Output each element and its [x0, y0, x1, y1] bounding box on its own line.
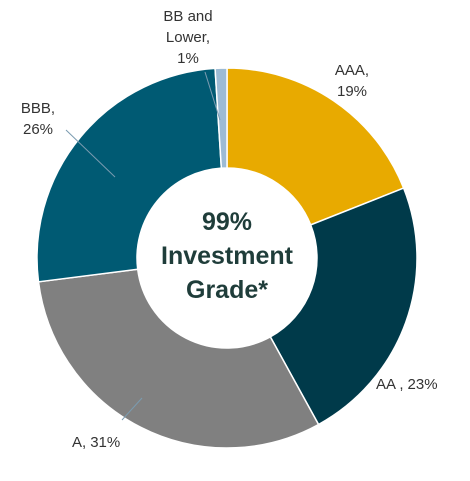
category-label: AAA, [334, 62, 370, 79]
category-label: BBB, [20, 100, 56, 117]
category-label: A, [72, 434, 87, 451]
data-label: BBB, 26% [2, 98, 74, 140]
leader-line [204, 71, 221, 121]
center-label: 99% Investment Grade* [161, 208, 293, 304]
data-label: AA , 23% [376, 374, 470, 395]
value-label: 31% [90, 434, 121, 451]
leader-line [121, 397, 143, 421]
donut-hole [137, 168, 317, 348]
value-label: 19% [336, 83, 368, 100]
data-label: BB and Lower, 1% [158, 6, 218, 69]
leader-line [65, 129, 116, 178]
category-label: BB and Lower, [163, 8, 213, 46]
value-label: 26% [22, 121, 54, 138]
value-label: 23% [407, 376, 438, 393]
data-label: A, 31% [72, 432, 152, 453]
value-label: 1% [177, 50, 199, 67]
category-label: AA , [376, 376, 404, 393]
data-label: AAA, 19% [312, 60, 392, 102]
